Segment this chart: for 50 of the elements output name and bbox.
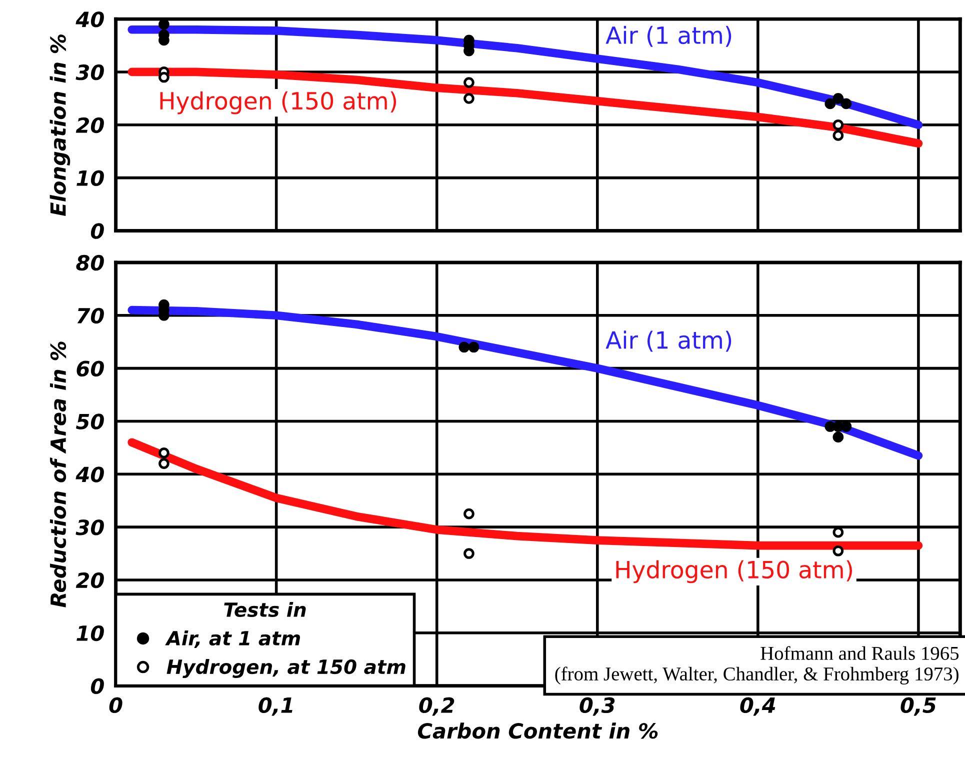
x-tick-label: 0,2 — [419, 697, 454, 716]
y-tick-label: 30 — [76, 64, 104, 80]
y-tick-label: 40 — [76, 466, 104, 482]
series-label: Hydrogen (150 atm) — [160, 91, 396, 114]
point — [832, 130, 844, 141]
point — [158, 72, 170, 83]
x-tick-label: 0,3 — [580, 697, 615, 716]
point — [464, 93, 474, 104]
y-tick-label: 70 — [77, 308, 104, 324]
point — [464, 508, 474, 520]
point — [832, 119, 844, 130]
y-tick-label: 0 — [90, 678, 104, 694]
point — [832, 432, 844, 443]
point — [832, 93, 844, 104]
point — [458, 342, 470, 353]
y-axis-title: Elongation in % — [50, 34, 70, 216]
series-label: Hydrogen (150 atm) — [616, 560, 852, 584]
y-tick-label: 20 — [76, 117, 104, 134]
y-tick-label: 60 — [76, 360, 104, 377]
annotation: Hofmann and Rauls 1965 (from Jewett, Walter, Chandler, & Frohmberg 1973) — [555, 646, 959, 685]
y-tick-label: 80 — [76, 254, 104, 271]
y-tick-label: 10 — [76, 170, 104, 186]
point — [468, 342, 480, 353]
legend-title: Tests in — [224, 602, 306, 618]
x-tick-label: 0,5 — [900, 697, 936, 716]
point — [840, 421, 852, 432]
x-tick-label: 0,1 — [258, 697, 292, 716]
point — [464, 77, 474, 88]
y-tick-label: 40 — [76, 12, 104, 28]
series-label: Air (1 atm) — [606, 26, 732, 47]
point — [158, 19, 170, 30]
point — [824, 98, 836, 110]
y-tick-label: 10 — [76, 625, 104, 642]
legend-label: Air, at 1 atm — [165, 630, 300, 648]
point — [464, 548, 474, 559]
point — [158, 448, 170, 458]
point — [158, 458, 170, 469]
series-label: Air (1 atm) — [606, 330, 732, 352]
y-tick-label: 20 — [76, 572, 104, 588]
point — [832, 545, 844, 556]
y-tick-label: 50 — [76, 414, 104, 430]
y-tick-label: 30 — [76, 520, 104, 536]
x-axis-title: Carbon Content in % — [418, 722, 658, 739]
y-axis-title: Reduction of Area in % — [50, 342, 66, 608]
y-tick-label: 0 — [90, 223, 104, 239]
x-tick-label: 0 — [109, 697, 122, 714]
x-tick-label: 0,4 — [740, 697, 776, 716]
legend-label: Hydrogen, at 150 atm — [166, 659, 406, 678]
point — [840, 98, 852, 110]
point — [824, 421, 836, 432]
